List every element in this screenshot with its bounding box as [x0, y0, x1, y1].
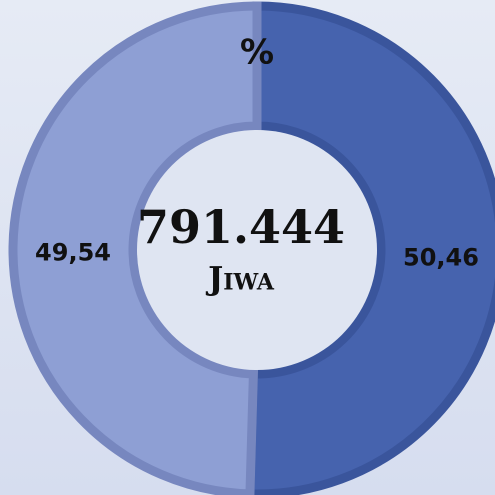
- center-text: 791.444: [137, 200, 345, 254]
- center-text: Jiwa: [205, 260, 275, 298]
- chart-title: %: [240, 33, 274, 73]
- value-label: 50,46: [403, 244, 479, 272]
- pie-slice: [245, 1, 495, 495]
- pie-slice: [8, 1, 262, 495]
- value-label: 49,54: [35, 238, 111, 266]
- donut-hole: [137, 130, 377, 370]
